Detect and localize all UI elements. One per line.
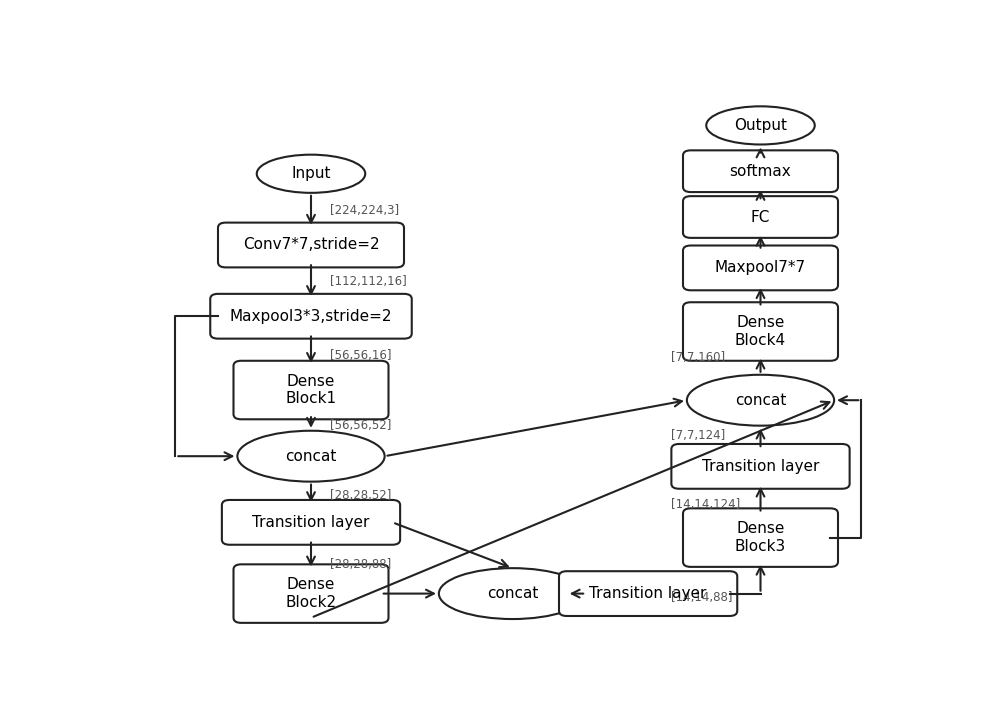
FancyBboxPatch shape — [559, 571, 737, 616]
Ellipse shape — [257, 155, 365, 193]
Ellipse shape — [687, 375, 834, 426]
Ellipse shape — [706, 106, 815, 145]
Text: Input: Input — [291, 166, 331, 181]
FancyBboxPatch shape — [210, 294, 412, 339]
FancyBboxPatch shape — [218, 222, 404, 268]
Text: Conv7*7,stride=2: Conv7*7,stride=2 — [243, 238, 379, 252]
Text: [7,7,124]: [7,7,124] — [671, 430, 726, 442]
Text: concat: concat — [487, 586, 538, 601]
FancyBboxPatch shape — [234, 361, 388, 419]
Text: [28,28,52]: [28,28,52] — [330, 489, 392, 502]
FancyBboxPatch shape — [683, 196, 838, 238]
Text: Dense
Block3: Dense Block3 — [735, 521, 786, 554]
FancyBboxPatch shape — [683, 508, 838, 567]
Text: FC: FC — [751, 209, 770, 225]
Text: Dense
Block4: Dense Block4 — [735, 316, 786, 348]
Text: softmax: softmax — [730, 164, 791, 179]
Text: Dense
Block1: Dense Block1 — [285, 374, 337, 406]
Text: Output: Output — [734, 118, 787, 133]
Text: Transition layer: Transition layer — [589, 586, 707, 601]
FancyBboxPatch shape — [683, 246, 838, 290]
Text: [56,56,52]: [56,56,52] — [330, 419, 392, 432]
Text: [28,28,88]: [28,28,88] — [330, 558, 392, 571]
Text: concat: concat — [285, 449, 337, 464]
FancyBboxPatch shape — [234, 564, 388, 623]
Text: [7,7,160]: [7,7,160] — [671, 351, 726, 364]
Text: Maxpool3*3,stride=2: Maxpool3*3,stride=2 — [230, 309, 392, 324]
Text: [56,56,16]: [56,56,16] — [330, 349, 392, 362]
Text: [224,224,3]: [224,224,3] — [330, 204, 400, 217]
Ellipse shape — [439, 569, 586, 619]
FancyBboxPatch shape — [683, 302, 838, 361]
FancyBboxPatch shape — [683, 150, 838, 192]
Text: Dense
Block2: Dense Block2 — [285, 577, 337, 610]
FancyBboxPatch shape — [671, 444, 850, 489]
Text: Transition layer: Transition layer — [702, 459, 819, 474]
Text: Maxpool7*7: Maxpool7*7 — [715, 260, 806, 276]
FancyBboxPatch shape — [222, 500, 400, 545]
Ellipse shape — [237, 430, 385, 482]
Text: Transition layer: Transition layer — [252, 515, 370, 530]
Text: [14,14,88]: [14,14,88] — [671, 590, 733, 603]
Text: concat: concat — [735, 393, 786, 408]
Text: [14,14,124]: [14,14,124] — [671, 498, 741, 511]
Text: [112,112,16]: [112,112,16] — [330, 275, 407, 288]
